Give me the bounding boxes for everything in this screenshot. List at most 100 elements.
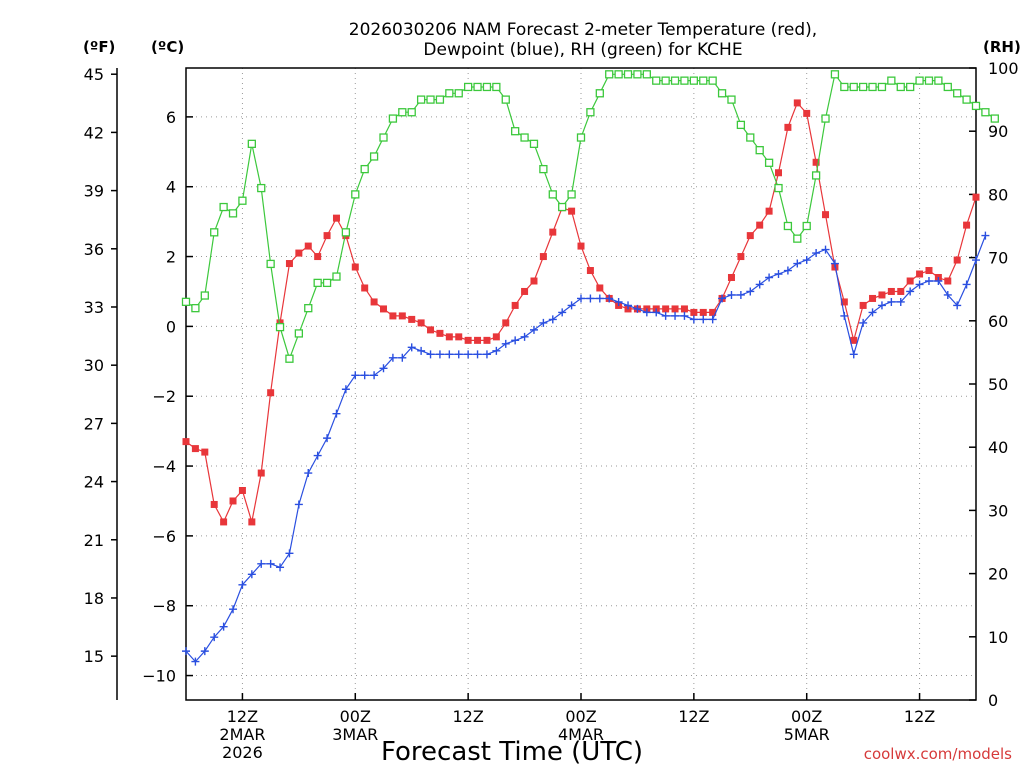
fahrenheit-axis: 15 18 21 24 27 30 33 36 39 42 45 xyxy=(84,65,117,666)
series-dewpoint xyxy=(182,231,990,666)
data-point-temperature xyxy=(765,207,773,215)
rh-axis: 0 10 20 30 40 50 60 70 80 90 100 xyxy=(969,59,1019,710)
grid-lines xyxy=(186,68,976,700)
data-point-rh xyxy=(934,76,943,85)
data-point-dewpoint xyxy=(398,353,407,362)
data-point-dewpoint xyxy=(981,231,990,240)
fahrenheit-tick-label: 24 xyxy=(84,473,104,492)
data-point-rh xyxy=(247,139,256,148)
data-point-rh xyxy=(774,183,783,193)
data-point-temperature xyxy=(709,308,717,316)
data-point-temperature xyxy=(568,207,576,215)
data-point-dewpoint xyxy=(821,245,830,254)
data-point-rh xyxy=(435,95,445,104)
data-point-rh xyxy=(868,82,877,92)
series-rh xyxy=(181,70,999,363)
rh-tick-label: 0 xyxy=(988,691,998,710)
time-tick-label: 00Z xyxy=(565,707,596,726)
data-point-rh xyxy=(924,76,934,85)
data-point-dewpoint xyxy=(746,287,755,296)
data-point-dewpoint xyxy=(718,294,727,303)
data-point-rh xyxy=(943,82,952,92)
rh-unit-label: (RH) xyxy=(983,38,1021,56)
data-point-rh xyxy=(369,152,379,161)
data-point-dewpoint xyxy=(943,290,952,299)
data-point-temperature xyxy=(822,211,830,219)
data-point-dewpoint xyxy=(511,336,520,345)
data-point-temperature xyxy=(351,263,359,271)
data-point-rh xyxy=(482,82,492,92)
data-point-rh xyxy=(275,322,285,332)
data-point-temperature xyxy=(596,284,604,292)
data-point-temperature xyxy=(869,294,877,302)
data-point-dewpoint xyxy=(972,256,980,265)
data-point-dewpoint xyxy=(924,276,933,285)
data-point-dewpoint xyxy=(765,273,774,282)
time-tick-label: 4MAR xyxy=(558,725,604,744)
data-point-rh xyxy=(529,139,539,148)
data-point-dewpoint xyxy=(313,451,322,460)
rh-tick-label: 40 xyxy=(988,438,1008,457)
data-point-temperature xyxy=(304,242,312,250)
x-axis-label: Forecast Time (UTC) xyxy=(381,737,643,767)
data-point-temperature xyxy=(793,99,801,107)
data-point-dewpoint xyxy=(417,346,426,355)
data-point-dewpoint xyxy=(304,469,313,478)
data-point-temperature xyxy=(464,336,472,344)
data-point-temperature xyxy=(248,518,256,526)
data-point-temperature xyxy=(803,109,811,117)
data-point-temperature xyxy=(756,221,764,229)
data-point-rh xyxy=(661,76,670,85)
data-point-dewpoint xyxy=(671,311,680,320)
data-point-temperature xyxy=(361,284,369,292)
celsius-tick-label: 0 xyxy=(166,317,176,336)
data-point-temperature xyxy=(182,438,190,446)
data-point-rh xyxy=(849,82,858,92)
data-point-temperature xyxy=(530,277,538,285)
data-point-rh xyxy=(708,76,717,85)
fahrenheit-tick-label: 30 xyxy=(84,356,104,375)
time-tick-label: 12Z xyxy=(227,707,258,726)
series-line-temperature xyxy=(185,101,977,524)
data-point-dewpoint xyxy=(492,346,501,355)
data-point-temperature xyxy=(257,469,265,477)
data-point-dewpoint xyxy=(407,343,416,352)
series-line-rh xyxy=(185,72,996,361)
data-point-rh xyxy=(351,190,360,199)
data-point-rh xyxy=(821,114,830,123)
data-point-temperature xyxy=(323,232,331,240)
data-point-rh xyxy=(962,95,971,104)
time-tick-label: 12Z xyxy=(678,707,709,726)
data-point-rh xyxy=(463,82,473,92)
data-point-dewpoint xyxy=(783,266,792,275)
data-point-rh xyxy=(567,190,576,199)
data-point-dewpoint xyxy=(257,559,266,568)
data-point-rh xyxy=(793,234,802,243)
data-point-temperature xyxy=(953,256,961,264)
data-point-temperature xyxy=(285,260,293,268)
data-point-rh xyxy=(887,76,896,85)
data-point-rh xyxy=(652,76,661,85)
data-point-dewpoint xyxy=(830,259,839,268)
data-point-temperature xyxy=(586,267,594,275)
data-point-temperature xyxy=(314,253,322,261)
data-point-rh xyxy=(755,146,764,155)
data-point-rh xyxy=(783,221,793,231)
data-point-rh xyxy=(285,354,294,363)
data-point-rh xyxy=(473,82,482,92)
rh-tick-label: 20 xyxy=(988,565,1008,584)
data-point-rh xyxy=(680,76,689,85)
data-point-rh xyxy=(727,95,736,104)
data-point-dewpoint xyxy=(689,315,698,324)
data-point-rh xyxy=(210,228,219,237)
credit-text: coolwx.com/models xyxy=(864,745,1012,763)
data-point-dewpoint xyxy=(341,385,350,394)
data-point-dewpoint xyxy=(727,290,736,299)
data-point-rh xyxy=(219,202,228,212)
fahrenheit-tick-label: 27 xyxy=(84,414,104,433)
data-point-dewpoint xyxy=(464,350,473,359)
series-line-dewpoint xyxy=(185,235,986,663)
data-point-dewpoint xyxy=(229,605,238,614)
data-point-dewpoint xyxy=(642,308,651,317)
data-point-temperature xyxy=(474,336,482,344)
